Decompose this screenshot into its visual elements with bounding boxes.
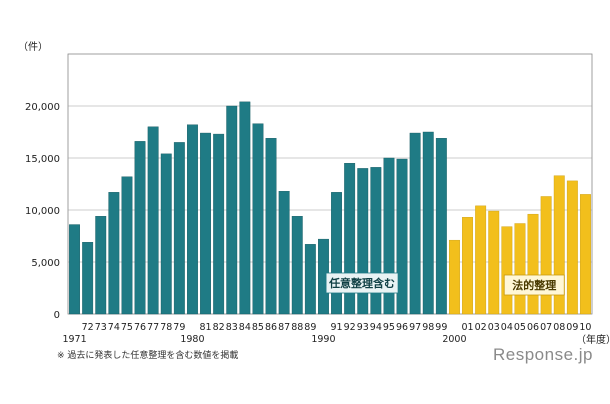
bar-07 [540,196,552,315]
x-tick-label: 98 [422,322,434,333]
x-decade-label: 2000 [442,334,466,345]
bar-98 [422,131,434,315]
x-tick-label: 07 [540,322,552,333]
bar-75 [121,176,133,315]
bar-02 [475,205,487,315]
x-tick-label: 88 [291,322,303,333]
x-axis-unit: （年度） [576,333,610,346]
x-tick-label: 91 [331,322,343,333]
bar-84 [239,101,251,315]
x-tick-label: 75 [121,322,133,333]
bar-93 [357,168,369,315]
x-tick-label: 08 [553,322,565,333]
series-label-0: 任意整理含む [328,276,395,290]
y-tick-label: 5,000 [31,258,60,269]
bar-88 [291,216,303,315]
x-tick-label: 01 [462,322,474,333]
x-tick-label: 92 [344,322,356,333]
y-axis-unit: （件） [18,41,48,53]
x-tick-label: 02 [475,322,487,333]
bar-83 [226,105,238,315]
x-tick-label: 76 [134,322,146,333]
x-decade-label: 1980 [180,334,204,345]
bar-72 [82,242,94,315]
bar-08 [553,175,565,315]
bar-77 [147,126,159,315]
x-tick-label: 06 [527,322,539,333]
bar-85 [252,123,264,315]
bar-10 [580,194,591,315]
bar-92 [344,162,356,315]
bar-82 [213,133,225,315]
bar-94 [370,167,382,315]
x-tick-label: 85 [252,322,264,333]
bar-87 [278,191,290,315]
series-label-box-0 [325,272,399,294]
x-tick-label: 83 [226,322,238,333]
bar-78 [160,153,172,315]
bar-79 [173,142,185,315]
bar-1971 [69,224,80,315]
bar-1980 [187,124,198,315]
x-decade-label: 1971 [62,334,86,345]
x-tick-label: 10 [579,322,591,333]
bar-86 [265,138,277,315]
series-label-1: 法的整理 [512,278,556,292]
bar-03 [488,210,500,315]
x-tick-label: 09 [566,322,578,333]
footnote: ※ 過去に発表した任意整理を含む数値を掲載 [57,351,239,361]
bar-01 [462,217,473,315]
x-tick-label: 74 [108,322,120,333]
bar-97 [409,132,421,315]
bar-04 [501,226,513,315]
x-tick-label: 03 [488,322,500,333]
bar-95 [383,157,395,315]
x-tick-label: 04 [501,322,513,333]
x-decade-label: 1990 [311,334,335,345]
bar-09 [566,180,578,315]
bar-81 [200,132,211,315]
bar-06 [527,213,539,315]
y-tick-label: 20,000 [25,102,60,113]
bar-89 [304,244,316,315]
x-tick-label: 81 [200,322,212,333]
x-tick-label: 95 [383,322,395,333]
x-tick-label: 84 [239,322,251,333]
y-tick-label: 0 [54,310,60,321]
bar-73 [95,216,107,315]
x-tick-label: 93 [357,322,369,333]
x-tick-label: 96 [396,322,408,333]
bar-96 [396,158,408,315]
bar-76 [134,141,146,315]
x-tick-label: 72 [82,322,94,333]
y-tick-label: 15,000 [25,154,60,165]
series-label-box-1 [503,274,565,296]
x-tick-label: 82 [213,322,225,333]
x-tick-label: 94 [370,322,382,333]
watermark-logo: Response.jp [493,345,594,364]
x-tick-label: 89 [304,322,316,333]
x-tick-label: 99 [435,322,447,333]
bar-74 [108,192,120,315]
bar-91 [331,192,342,315]
x-tick-label: 78 [160,322,172,333]
x-tick-label: 79 [173,322,185,333]
x-tick-label: 73 [95,322,107,333]
x-tick-label: 87 [278,322,290,333]
x-tick-label: 86 [265,322,277,333]
x-tick-label: 77 [147,322,159,333]
y-tick-label: 10,000 [25,206,60,217]
bar-05 [514,223,526,315]
bar-2000 [449,239,460,315]
bar-99 [435,138,447,315]
x-tick-label: 05 [514,322,526,333]
x-tick-label: 97 [409,322,421,333]
